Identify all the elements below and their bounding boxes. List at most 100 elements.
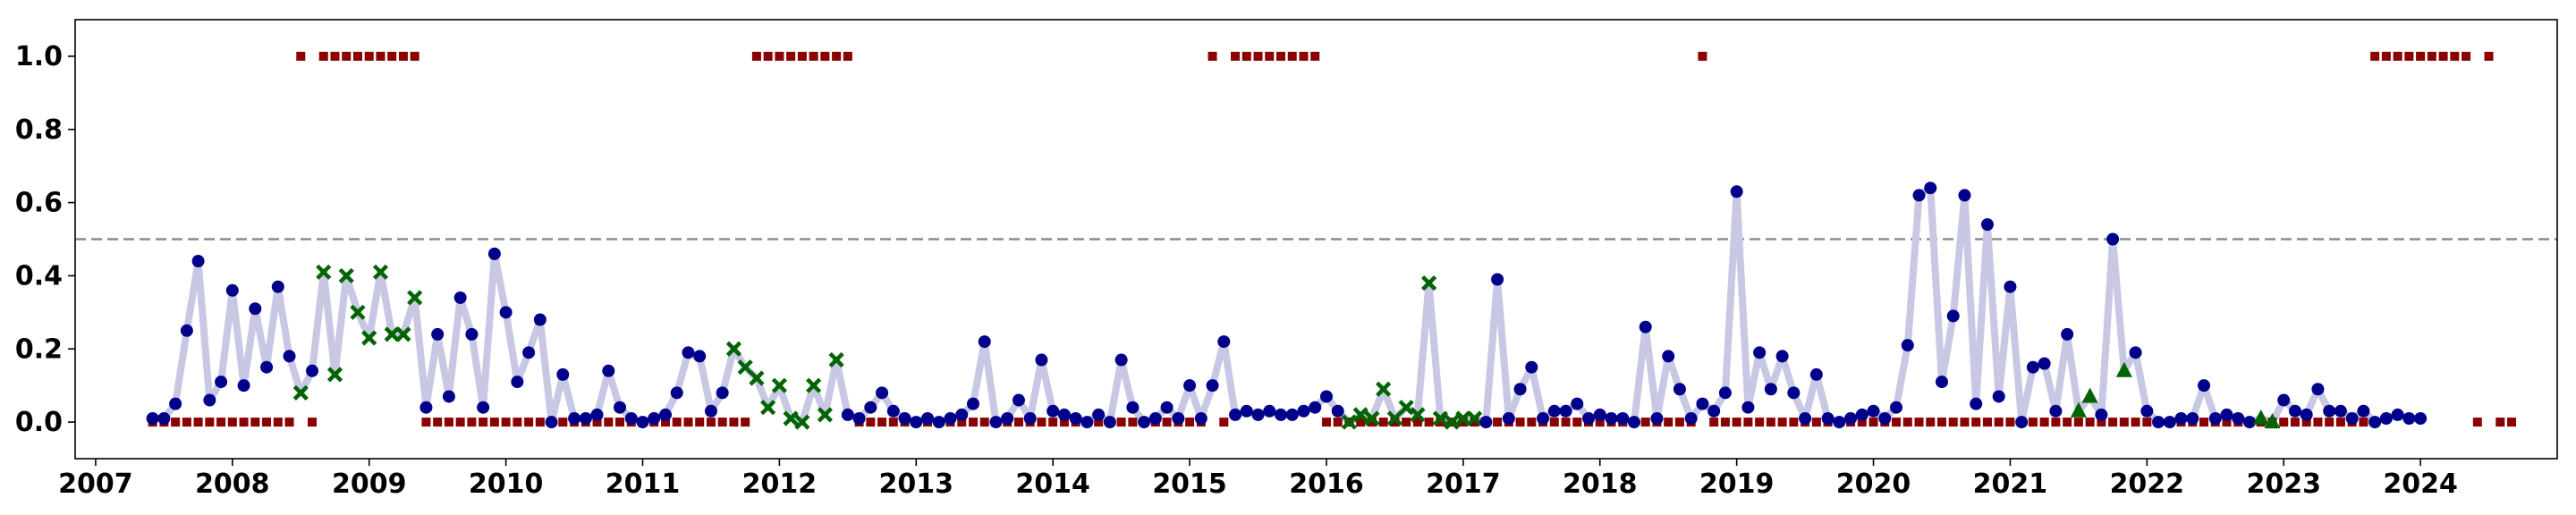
regime-square: [957, 418, 967, 427]
cross-marker: [395, 326, 411, 342]
circle-marker: [2186, 411, 2199, 425]
circle-marker: [1980, 218, 1994, 232]
regime-square: [2370, 51, 2380, 61]
circle-marker: [1821, 411, 1835, 425]
regime-square: [729, 418, 739, 427]
regime-square: [2335, 418, 2345, 427]
circle-marker: [465, 327, 479, 341]
regime-square: [2438, 51, 2448, 61]
circle-marker: [1057, 408, 1071, 421]
regime-square: [968, 418, 978, 427]
regime-square: [1059, 418, 1069, 427]
cross-marker: [1352, 407, 1368, 423]
circle-marker: [2152, 416, 2165, 429]
circle-marker: [2095, 408, 2108, 421]
regime-square: [2119, 418, 2129, 427]
circle-marker: [2004, 280, 2017, 293]
x-tick-label: 2010: [469, 469, 544, 500]
regime-square: [1698, 51, 1707, 61]
triangle-marker: [2081, 387, 2098, 403]
regime-square: [2416, 51, 2426, 61]
circle-marker: [2379, 411, 2393, 425]
regime-square: [1515, 418, 1525, 427]
regime-square: [1390, 418, 1400, 427]
cross-marker: [760, 400, 776, 416]
regime-square: [524, 418, 534, 427]
regime-square: [843, 51, 852, 61]
circle-marker: [898, 411, 911, 425]
circle-marker: [556, 367, 570, 381]
regime-square: [1013, 418, 1023, 427]
circle-marker: [966, 397, 979, 410]
circle-marker: [1593, 408, 1606, 421]
regime-square: [1287, 51, 1297, 61]
circle-marker: [1650, 411, 1664, 425]
regime-square: [2393, 51, 2402, 61]
regime-square: [364, 51, 374, 61]
circle-marker: [499, 306, 513, 319]
x-tick-label: 2009: [332, 469, 407, 500]
circle-marker: [1194, 411, 1208, 425]
regime-square: [1948, 418, 1958, 427]
regime-square: [1458, 418, 1468, 427]
regime-square: [1265, 51, 1275, 61]
circle-marker: [852, 411, 866, 425]
regime-square: [2381, 51, 2391, 61]
circle-marker: [2277, 393, 2291, 407]
circle-marker: [682, 346, 695, 359]
circle-marker: [1639, 320, 1652, 333]
circle-marker: [157, 411, 171, 425]
regime-square: [888, 418, 898, 427]
regime-square: [2097, 418, 2106, 427]
regime-square: [2484, 51, 2494, 61]
circle-marker: [1673, 383, 1686, 396]
regime-square: [1231, 51, 1241, 61]
regime-square: [2085, 418, 2095, 427]
circle-marker: [2163, 416, 2176, 429]
cross-marker: [737, 359, 753, 376]
circle-marker: [1183, 379, 1197, 393]
regime-square: [592, 418, 602, 427]
regime-square: [558, 418, 568, 427]
cross-marker: [817, 407, 833, 423]
circle-marker: [1662, 350, 1675, 363]
circle-marker: [1206, 379, 1219, 393]
circle-marker: [876, 386, 889, 400]
regime-square: [1892, 418, 1902, 427]
circle-marker: [453, 291, 467, 304]
x-tick-label: 2012: [742, 469, 818, 500]
regime-square: [1436, 418, 1445, 427]
circle-marker: [921, 411, 935, 425]
regime-square: [1572, 418, 1582, 427]
circle-marker: [2288, 404, 2301, 418]
circle-marker: [1901, 339, 1914, 352]
cross-marker: [828, 351, 844, 368]
circle-marker: [2049, 404, 2063, 418]
circle-marker: [146, 411, 159, 425]
regime-square: [308, 418, 318, 427]
regime-square: [672, 418, 682, 427]
cross-marker: [316, 264, 332, 280]
circle-marker: [704, 404, 717, 418]
circle-marker: [419, 401, 433, 414]
regime-square: [1299, 51, 1309, 61]
regime-square: [2142, 418, 2152, 427]
x-tick-label: 2008: [195, 469, 270, 500]
y-tick-label: 1.0: [15, 41, 63, 72]
regime-square: [1241, 51, 1251, 61]
regime-square: [1128, 418, 1138, 427]
circle-marker: [2038, 357, 2051, 370]
regime-square: [741, 418, 750, 427]
y-tick-label: 0.6: [15, 188, 63, 219]
regime-square: [352, 51, 362, 61]
circle-marker: [477, 401, 490, 414]
regime-square: [342, 51, 352, 61]
x-tick-label: 2011: [606, 469, 681, 500]
regime-square: [2005, 418, 2015, 427]
cross-marker: [725, 341, 742, 357]
cross-marker: [1432, 410, 1448, 426]
circle-marker: [1502, 411, 1515, 425]
circle-marker: [1775, 350, 1789, 363]
regime-square: [979, 418, 989, 427]
circle-marker: [1559, 404, 1572, 418]
